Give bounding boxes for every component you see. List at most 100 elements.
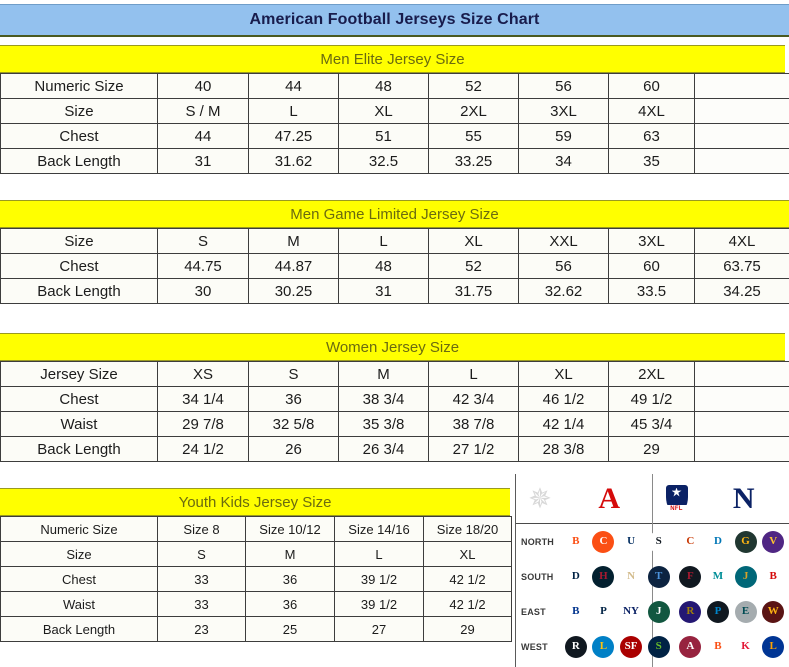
team-logo[interactable]: W: [762, 600, 785, 623]
row-header: Chest: [0, 386, 158, 412]
cell: 47.25: [248, 123, 339, 149]
team-logo[interactable]: F: [679, 565, 702, 588]
row-header: Back Length: [0, 278, 158, 304]
cell: 42 1/4: [518, 411, 609, 437]
nfc-east-logos: R P E W: [675, 600, 789, 623]
team-logo[interactable]: K: [734, 635, 757, 658]
row-header: Waist: [0, 591, 158, 617]
division-label: NORTH: [521, 536, 554, 547]
team-logo[interactable]: D: [706, 530, 729, 553]
team-logo[interactable]: J: [647, 600, 670, 623]
team-logo[interactable]: P: [592, 600, 615, 623]
cell: 29: [608, 436, 695, 462]
cell: 23: [157, 616, 246, 642]
team-logo[interactable]: S: [647, 530, 670, 553]
team-logo[interactable]: L: [762, 635, 785, 658]
team-logo[interactable]: U: [620, 530, 643, 553]
cell: 56: [518, 253, 609, 279]
cell: 34 1/4: [157, 386, 249, 412]
team-logo[interactable]: T: [647, 565, 670, 588]
section-banner-men-game-limited: Men Game Limited Jersey Size: [0, 200, 789, 228]
cell: 63.75: [694, 253, 789, 279]
row-header: Size: [0, 228, 158, 254]
cell: 44: [248, 73, 339, 99]
team-logo[interactable]: C: [592, 530, 615, 553]
cell-empty: [694, 386, 789, 412]
table-row: Jersey Size XS S M L XL 2XL: [0, 361, 789, 387]
nfl-teams-panel: ✵ A NFL N NORTH B C U S: [515, 474, 789, 667]
cell: XXL: [518, 228, 609, 254]
cell: 38 3/4: [338, 386, 429, 412]
cell: 29: [423, 616, 512, 642]
page-title: American Football Jerseys Size Chart: [249, 11, 540, 28]
team-logo[interactable]: R: [564, 635, 587, 658]
team-logo[interactable]: G: [734, 530, 757, 553]
table-men-elite: Numeric Size 40 44 48 52 56 60 Size S / …: [0, 73, 789, 174]
cell: 52: [428, 73, 519, 99]
cell: 38 7/8: [428, 411, 519, 437]
cell: 31.75: [428, 278, 519, 304]
cell: Size 14/16: [334, 516, 424, 542]
cell: 44.75: [157, 253, 249, 279]
row-header: Chest: [0, 253, 158, 279]
division-row-south: SOUTH D H N T F M J B: [516, 559, 789, 594]
cell: XL: [518, 361, 609, 387]
team-logo[interactable]: S: [647, 635, 670, 658]
division-label: WEST: [521, 641, 548, 652]
cell: 49 1/2: [608, 386, 695, 412]
team-logo[interactable]: L: [592, 635, 615, 658]
team-logo[interactable]: B: [706, 635, 729, 658]
team-logo[interactable]: B: [564, 530, 587, 553]
cell: 30.25: [248, 278, 339, 304]
section-banner-label: Youth Kids Jersey Size: [178, 493, 332, 511]
team-logo[interactable]: D: [564, 565, 587, 588]
cell: 26 3/4: [338, 436, 429, 462]
row-header: Chest: [0, 566, 158, 592]
team-logo[interactable]: N: [620, 565, 643, 588]
team-logo[interactable]: SF: [620, 635, 643, 658]
cell: 4XL: [608, 98, 695, 124]
afc-conference-logo: A: [564, 481, 655, 515]
row-header: Numeric Size: [0, 73, 158, 99]
table-row: Chest 44 47.25 51 55 59 63: [0, 123, 789, 149]
nfl-panel-header: ✵ A NFL N: [516, 474, 789, 524]
team-logo[interactable]: M: [706, 565, 729, 588]
cell: 36: [245, 566, 335, 592]
afc-east-logos: B P NY J: [560, 600, 675, 623]
cell: M: [338, 361, 429, 387]
cell: S: [157, 228, 249, 254]
cell: L: [248, 98, 339, 124]
cell: 45 3/4: [608, 411, 695, 437]
team-logo[interactable]: A: [679, 635, 702, 658]
cell-empty: [694, 436, 789, 462]
team-logo[interactable]: B: [564, 600, 587, 623]
team-logo[interactable]: J: [734, 565, 757, 588]
cell: 30: [157, 278, 249, 304]
team-logo[interactable]: V: [762, 530, 785, 553]
row-header: Back Length: [0, 616, 158, 642]
team-logo[interactable]: NY: [620, 600, 643, 623]
team-logo[interactable]: R: [679, 600, 702, 623]
cell: L: [428, 361, 519, 387]
cell: XL: [423, 541, 512, 567]
table-row: Size S M L XL: [0, 541, 512, 567]
table-row: Back Length 23 25 27 29: [0, 616, 512, 642]
row-header: Waist: [0, 411, 158, 437]
team-logo[interactable]: B: [762, 565, 785, 588]
team-logo[interactable]: E: [734, 600, 757, 623]
cell: 24 1/2: [157, 436, 249, 462]
table-row: Chest 44.75 44.87 48 52 56 60 63.75: [0, 253, 789, 279]
cell: 33: [157, 591, 246, 617]
team-logo[interactable]: P: [706, 600, 729, 623]
cell: 33: [157, 566, 246, 592]
team-logo[interactable]: H: [592, 565, 615, 588]
team-logo[interactable]: C: [679, 530, 702, 553]
nfl-shield-icon: NFL: [655, 484, 699, 513]
table-row: Size S / M L XL 2XL 3XL 4XL: [0, 98, 789, 124]
cell: 3XL: [608, 228, 695, 254]
cell: 27: [334, 616, 424, 642]
cell: 36: [248, 386, 339, 412]
division-row-north: NORTH B C U S C D G V: [516, 524, 789, 559]
row-header: Back Length: [0, 436, 158, 462]
afc-letter: A: [598, 481, 621, 515]
